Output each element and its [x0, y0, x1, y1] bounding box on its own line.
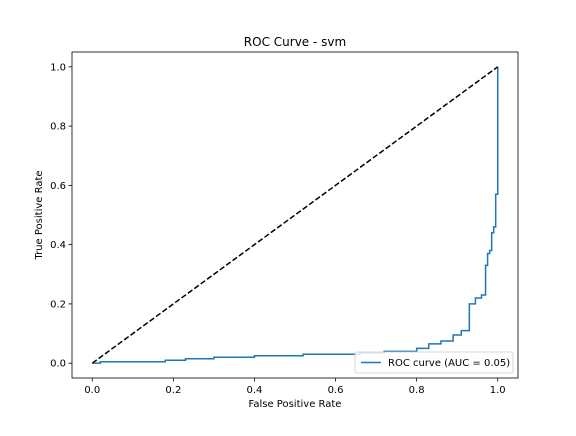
x-axis-label: False Positive Rate [249, 399, 342, 410]
x-tick-label: 1.0 [490, 385, 506, 396]
y-axis-label: True Positive Rate [34, 170, 45, 260]
legend-label: ROC curve (AUC = 0.05) [388, 358, 510, 369]
chart-title: ROC Curve - svm [244, 35, 346, 49]
legend-box [354, 351, 514, 374]
legend: ROC curve (AUC = 0.05) [354, 351, 514, 374]
x-tick-label: 0.8 [409, 385, 425, 396]
y-tick-label: 0.0 [50, 359, 66, 370]
x-tick-label: 0.2 [165, 385, 181, 396]
roc-curve-line [92, 66, 499, 364]
x-tick-label: 0.0 [84, 385, 100, 396]
y-tick-label: 0.2 [50, 299, 66, 310]
y-tick-label: 1.0 [50, 62, 66, 73]
y-tick-label: 0.4 [50, 240, 66, 251]
x-tick-label: 0.4 [247, 385, 263, 396]
y-axis-ticks: 0.0 0.2 0.4 0.6 0.8 1.0 [50, 62, 72, 370]
x-tick-label: 0.6 [328, 385, 344, 396]
chance-diagonal-line [91, 66, 499, 364]
plot-area [71, 51, 519, 379]
series-layer [91, 66, 499, 364]
y-tick-label: 0.8 [50, 122, 66, 133]
x-axis-ticks: 0.0 0.2 0.4 0.6 0.8 1.0 [84, 378, 506, 396]
y-tick-label: 0.6 [50, 181, 66, 192]
